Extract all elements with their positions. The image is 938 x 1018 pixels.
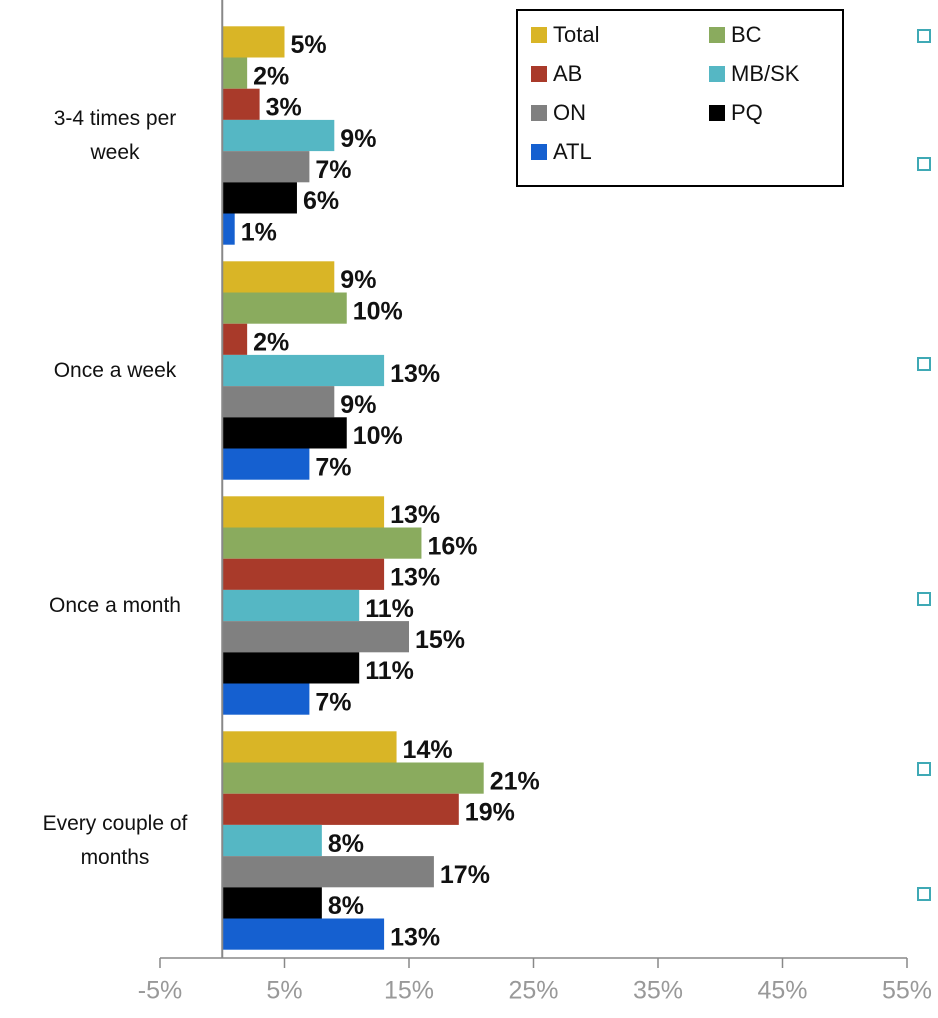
bar xyxy=(222,918,385,950)
category-label: 3-4 times per week xyxy=(53,106,177,164)
legend-swatch xyxy=(531,66,547,82)
bar xyxy=(222,887,322,919)
value-label: 11% xyxy=(365,595,414,623)
value-label: 6% xyxy=(303,187,339,215)
legend-swatch xyxy=(709,105,725,121)
x-tick-label: 55% xyxy=(882,977,932,1005)
bar xyxy=(222,496,385,528)
bar xyxy=(222,88,260,120)
legend-label: BC xyxy=(731,22,762,47)
legend-swatch xyxy=(531,105,547,121)
value-label: 3% xyxy=(266,94,302,122)
bar xyxy=(222,119,335,152)
category-label: Once a week xyxy=(53,358,177,382)
bar xyxy=(222,386,335,418)
bar xyxy=(222,824,322,857)
value-label: 21% xyxy=(490,767,540,795)
bullet-icon xyxy=(917,357,931,371)
legend-swatch xyxy=(531,27,547,43)
bullet-icon xyxy=(917,762,931,776)
value-label: 10% xyxy=(353,297,403,325)
x-tick-label: -5% xyxy=(138,977,182,1005)
value-label: 9% xyxy=(340,391,376,419)
x-tick-label: 45% xyxy=(757,977,807,1005)
bar xyxy=(222,448,310,480)
bar xyxy=(222,417,347,449)
bar xyxy=(222,26,285,58)
legend-swatch xyxy=(531,144,547,160)
bullet-icon xyxy=(917,157,931,171)
side-icons xyxy=(917,29,931,901)
value-label: 8% xyxy=(328,830,364,858)
x-tick-label: 35% xyxy=(633,977,683,1005)
bar xyxy=(222,151,310,183)
legend-swatch xyxy=(709,27,725,43)
bar xyxy=(222,323,248,355)
bar xyxy=(222,793,459,825)
value-label: 15% xyxy=(415,626,465,654)
bar xyxy=(222,762,484,794)
x-tick-label: 15% xyxy=(384,977,434,1005)
value-label: 1% xyxy=(241,218,277,246)
bar xyxy=(222,621,409,653)
bar xyxy=(222,527,422,559)
value-label: 11% xyxy=(365,657,414,685)
bar xyxy=(222,57,248,89)
bar xyxy=(222,856,434,888)
value-label: 13% xyxy=(390,501,440,529)
legend-label: PQ xyxy=(731,100,763,125)
value-label: 2% xyxy=(253,329,289,357)
value-label: 16% xyxy=(427,532,477,560)
value-label: 19% xyxy=(465,799,515,827)
bar xyxy=(222,683,310,715)
value-label: 2% xyxy=(253,62,289,90)
x-tick-label: 25% xyxy=(508,977,558,1005)
value-label: 13% xyxy=(390,923,440,951)
value-label: 7% xyxy=(315,688,351,716)
value-label: 17% xyxy=(440,861,490,889)
legend-label: ON xyxy=(553,100,586,125)
category-label: Once a month xyxy=(49,593,181,617)
bar xyxy=(222,652,360,684)
value-label: 7% xyxy=(315,453,351,481)
legend-box xyxy=(516,9,844,187)
value-label: 14% xyxy=(403,736,453,764)
bar xyxy=(222,589,360,622)
value-label: 8% xyxy=(328,892,364,920)
bullet-icon xyxy=(917,887,931,901)
value-label: 9% xyxy=(340,266,376,294)
bar xyxy=(222,731,397,763)
bar xyxy=(222,182,297,214)
value-label: 13% xyxy=(390,360,440,388)
legend-label: Total xyxy=(553,22,599,47)
category-label: Every couple of months xyxy=(42,811,188,869)
value-label: 10% xyxy=(353,422,403,450)
bar xyxy=(222,213,235,245)
value-label: 5% xyxy=(291,31,327,59)
value-label: 7% xyxy=(315,156,351,184)
bar xyxy=(222,354,385,387)
legend-label: AB xyxy=(553,61,582,86)
value-label: 9% xyxy=(340,125,376,153)
bullet-icon xyxy=(917,592,931,606)
bar xyxy=(222,292,347,324)
bar xyxy=(222,261,335,293)
bullet-icon xyxy=(917,29,931,43)
value-label: 13% xyxy=(390,564,440,592)
legend-label: ATL xyxy=(553,139,592,164)
x-tick-label: 5% xyxy=(266,977,302,1005)
legend-label: MB/SK xyxy=(731,61,800,86)
legend-swatch xyxy=(709,66,725,82)
bar xyxy=(222,558,385,590)
